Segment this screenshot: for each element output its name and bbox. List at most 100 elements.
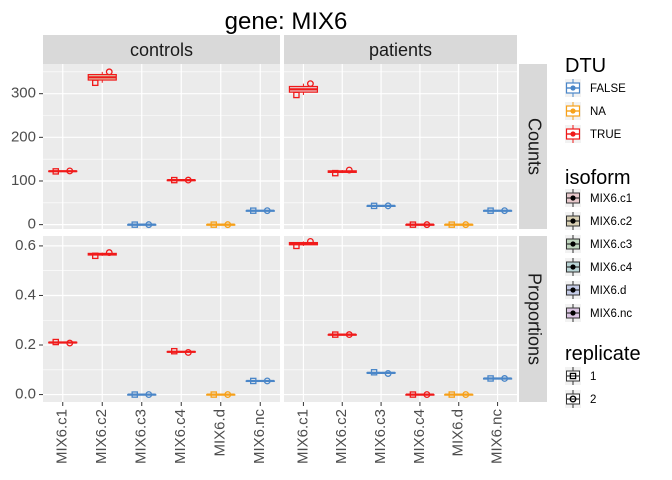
legend-title-dtu: DTU xyxy=(565,55,606,77)
point-replicate-2 xyxy=(462,391,470,399)
point-replicate-2 xyxy=(105,249,113,257)
panel-background xyxy=(43,236,280,402)
panel-background xyxy=(43,64,280,229)
point-replicate-2 xyxy=(145,221,153,229)
point-replicate-2 xyxy=(345,166,353,174)
facet-strip-label-patients: patients xyxy=(369,40,432,60)
y-tick-label: 0.2 xyxy=(15,336,36,353)
point-replicate-2 xyxy=(501,375,509,382)
point-replicate-1 xyxy=(487,375,494,382)
box-MIX6.nc xyxy=(245,377,275,385)
point-replicate-2 xyxy=(306,80,314,88)
y-tick-label: 0.4 xyxy=(15,286,36,303)
legend-label-isoform: MIX6.c1 xyxy=(590,193,632,205)
legend-label-replicate: 2 xyxy=(590,394,596,406)
box-MIX6.d xyxy=(444,391,474,399)
panel-patients-proportions xyxy=(284,236,517,402)
box-MIX6.c3 xyxy=(366,202,396,210)
legend-key-point xyxy=(570,85,576,91)
x-tick-label: MIX6.nc xyxy=(251,409,268,465)
legend-key-point xyxy=(570,264,576,270)
point-replicate-1 xyxy=(52,338,60,346)
point-replicate-1 xyxy=(409,221,417,228)
panel-controls-counts xyxy=(43,64,280,229)
point-replicate-2 xyxy=(184,348,192,356)
legend-key-point xyxy=(570,195,576,201)
legend-key-dtu-true xyxy=(565,125,581,143)
box-MIX6.c2 xyxy=(87,68,117,87)
point-replicate-2 xyxy=(263,207,271,215)
box-MIX6.nc xyxy=(482,375,513,382)
legend-key-point xyxy=(570,218,576,224)
y-tick-label: 200 xyxy=(11,128,36,145)
point-replicate-2 xyxy=(66,167,74,175)
point-replicate-1 xyxy=(210,391,217,398)
legend-key-replicate-2 xyxy=(565,390,581,408)
legend-key-isoform-mix6-c4 xyxy=(565,258,581,276)
y-tick-label: 0.6 xyxy=(15,237,36,254)
box-MIX6.c2 xyxy=(87,249,117,260)
legend-key-point xyxy=(569,372,577,380)
point-replicate-1 xyxy=(52,168,60,175)
box-MIX6.d xyxy=(206,221,236,229)
legend-key-point xyxy=(570,108,576,114)
point-replicate-1 xyxy=(293,242,300,250)
panel-controls-proportions xyxy=(43,236,280,402)
legend-label-dtu: NA xyxy=(590,106,606,118)
facet-strip-label-proportions: Proportions xyxy=(524,273,544,365)
facet-strip-proportions xyxy=(519,236,547,402)
point-replicate-1 xyxy=(92,79,99,87)
point-replicate-1 xyxy=(331,331,339,338)
chart-title: gene: MIX6 xyxy=(225,8,348,35)
box-MIX6.c4 xyxy=(166,347,196,356)
legend-title-replicate: replicate xyxy=(565,343,641,365)
point-replicate-1 xyxy=(249,377,257,385)
legend-key-point xyxy=(569,395,577,403)
box-MIX6.d xyxy=(444,221,474,229)
panel-patients-counts xyxy=(284,64,517,229)
facet-strip-counts xyxy=(519,64,547,229)
legend-title-isoform: isoform xyxy=(565,167,631,189)
x-tick-label: MIX6.d xyxy=(450,409,467,457)
legend-key-point xyxy=(570,310,576,316)
box-MIX6.c4 xyxy=(166,176,196,184)
x-tick-label: MIX6.c4 xyxy=(411,409,428,464)
point-replicate-2 xyxy=(224,221,232,229)
point-replicate-2 xyxy=(423,391,431,399)
point-replicate-1 xyxy=(448,221,455,228)
point-replicate-1 xyxy=(131,391,138,398)
legend-label-dtu: TRUE xyxy=(590,129,622,141)
x-tick-label: MIX6.c4 xyxy=(172,409,189,464)
legend-key-isoform-mix6-c1 xyxy=(565,189,581,207)
legend-key-point xyxy=(570,287,576,293)
point-replicate-2 xyxy=(105,68,113,76)
box-MIX6.c1 xyxy=(48,167,78,175)
legend-key-isoform-mix6-d xyxy=(565,281,581,299)
point-replicate-2 xyxy=(462,221,470,229)
facet-strip-patients xyxy=(284,35,517,64)
point-replicate-1 xyxy=(487,207,494,214)
point-replicate-1 xyxy=(170,176,178,184)
point-replicate-2 xyxy=(345,331,353,339)
point-replicate-1 xyxy=(131,221,138,228)
box-MIX6.c1 xyxy=(48,338,78,347)
point-replicate-2 xyxy=(263,377,271,385)
legend-key-point xyxy=(570,131,576,137)
legend-label-isoform: MIX6.c4 xyxy=(590,262,633,274)
point-replicate-1 xyxy=(249,207,257,214)
point-replicate-2 xyxy=(384,370,392,377)
box-MIX6.c4 xyxy=(405,391,435,399)
point-replicate-1 xyxy=(448,391,455,398)
legend-key-dtu-false xyxy=(565,79,581,97)
box-MIX6.c3 xyxy=(127,221,157,229)
point-replicate-1 xyxy=(210,221,217,228)
legend-key-isoform-mix6-c2 xyxy=(565,212,581,230)
point-replicate-2 xyxy=(184,176,192,184)
x-tick-label: MIX6.c2 xyxy=(333,409,350,464)
facet-strip-label-counts: Counts xyxy=(524,118,544,175)
legend-key-dtu-na xyxy=(565,102,581,120)
point-replicate-2 xyxy=(384,202,392,210)
point-replicate-1 xyxy=(370,202,378,210)
legend-label-isoform: MIX6.c2 xyxy=(590,216,632,228)
